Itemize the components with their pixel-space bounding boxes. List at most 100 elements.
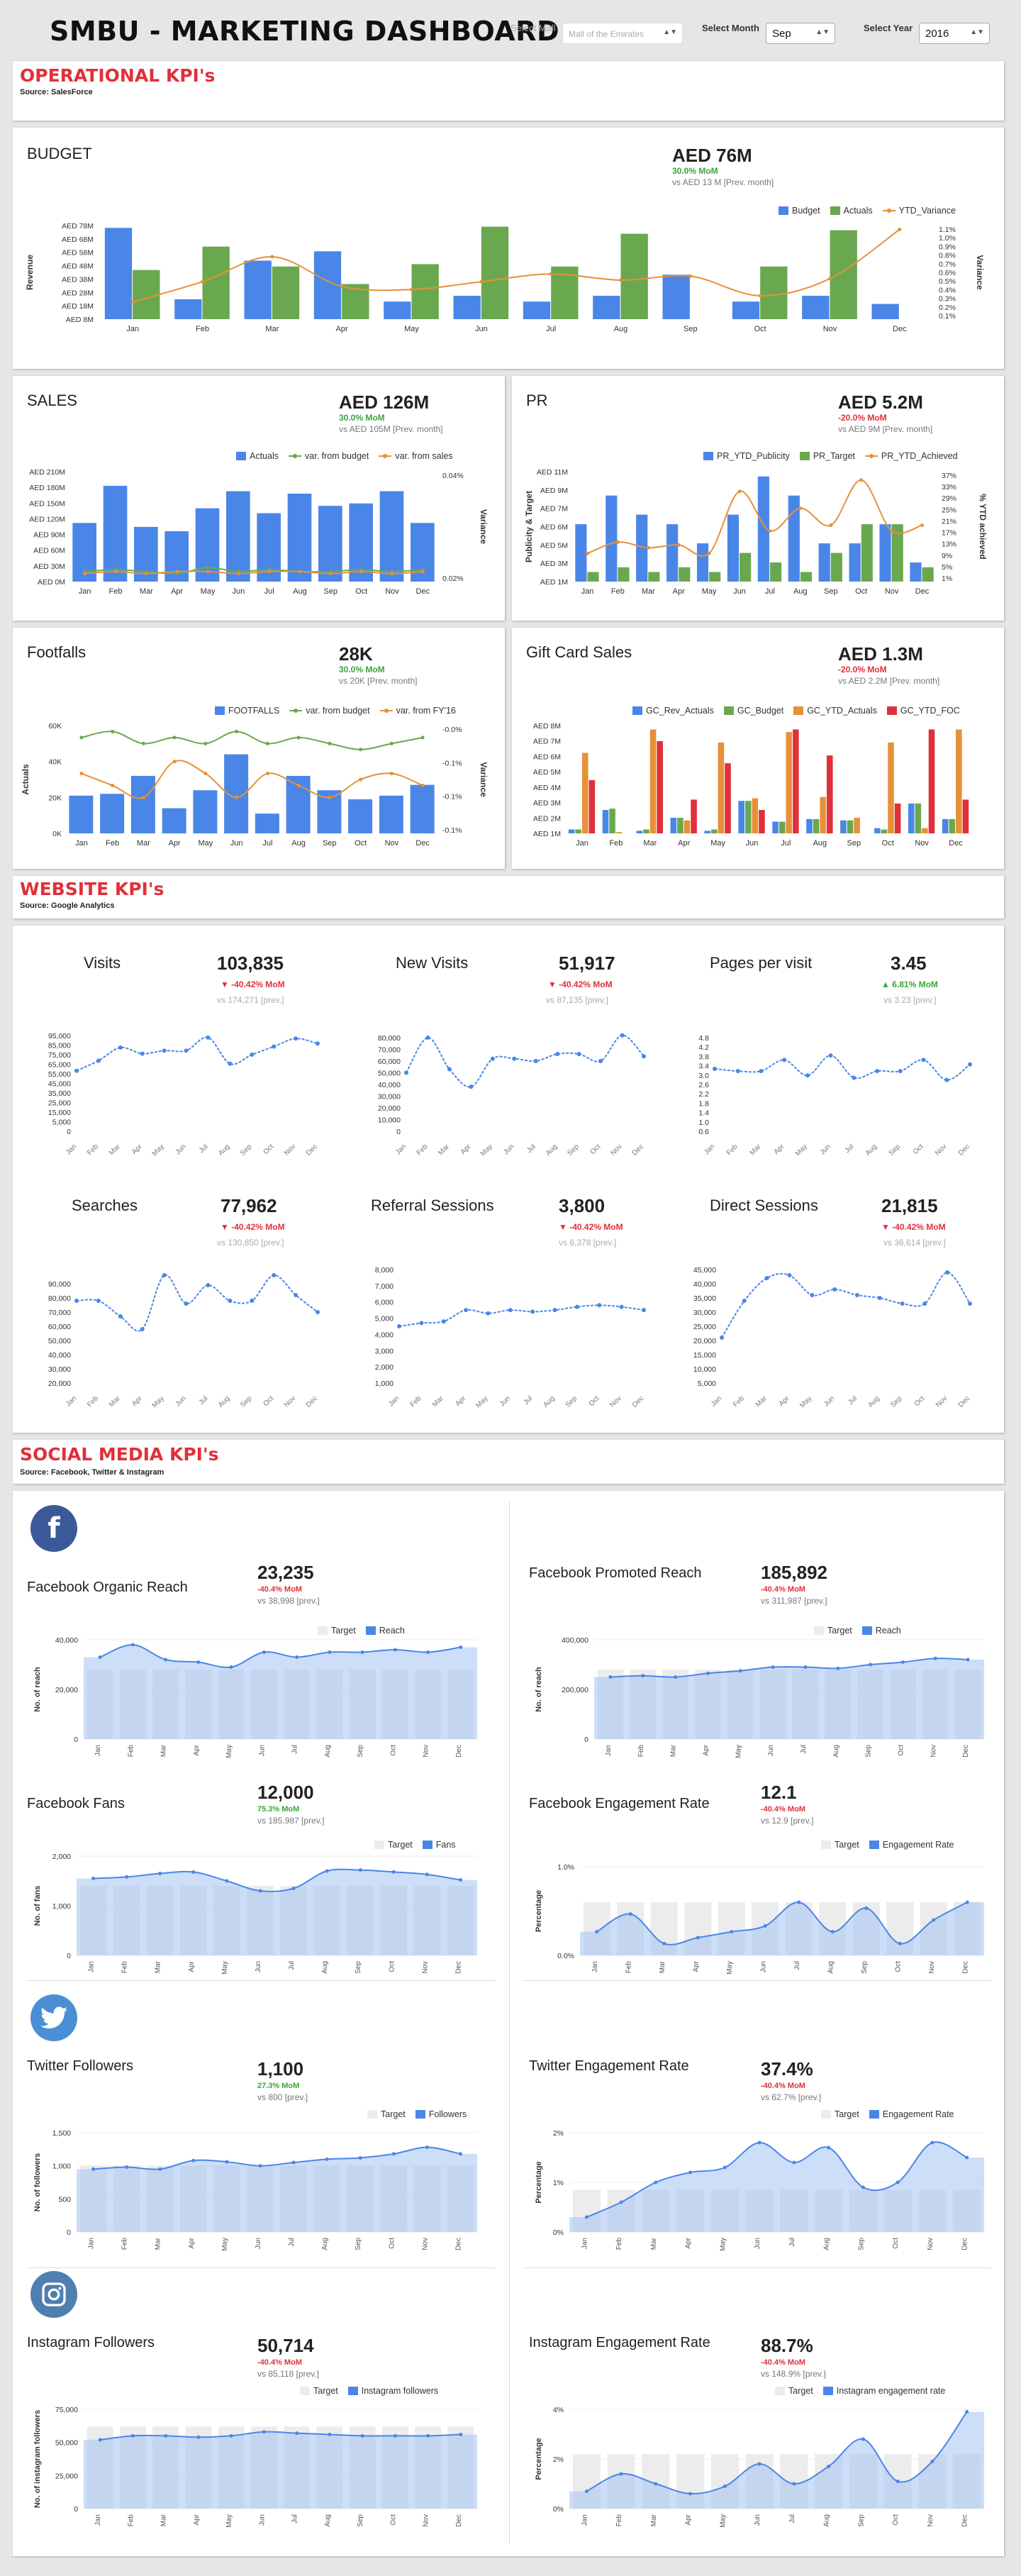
y-tick-label: AED 9M: [540, 487, 568, 495]
y-tick-label: 0: [74, 1736, 78, 1744]
legend-item: PR_YTD_Publicity: [703, 451, 790, 461]
y-tick-label: 15,000: [693, 1351, 716, 1360]
y-tick-label: 40,000: [55, 1636, 78, 1645]
legend-swatch: [318, 1626, 328, 1635]
y-tick-label: AED 1M: [540, 578, 568, 587]
fb_fans-value: 12,000: [257, 1782, 314, 1803]
x-tick-label: Sep: [824, 587, 838, 596]
bar-PR_Target: [800, 572, 813, 582]
newvisits-value: 51,917: [559, 953, 615, 974]
bar-Budget: [732, 301, 760, 319]
select-year-dropdown[interactable]: 2016 ▲▼: [919, 23, 990, 44]
legend-item: FOOTFALLS: [215, 706, 279, 716]
facebook-icon[interactable]: f: [30, 1505, 77, 1552]
y-tick-label: 3.8: [698, 1053, 709, 1061]
giftcard-vs: vs AED 2.2M [Prev. month]: [838, 676, 940, 686]
bar-GC_YTD_Actuals: [854, 818, 860, 833]
x-tick-label: Feb: [725, 1143, 740, 1157]
fb_prom-mom: -40.4% MoM: [761, 1585, 805, 1594]
point-YTD_Variance: [549, 272, 553, 276]
y2-tick-label: 0.04%: [442, 472, 464, 480]
x-tick-label: Aug: [866, 1394, 881, 1409]
series-point: [944, 1077, 949, 1082]
x-tick-label: May: [198, 839, 213, 848]
x-tick-label: Apr: [171, 587, 183, 596]
bar-GC_Rev_Actuals: [636, 831, 643, 833]
point-var. from budget: [111, 729, 115, 733]
point-var. from sales: [113, 570, 118, 574]
tw_fol-value: 1,100: [257, 2058, 304, 2080]
y-tick-label: 20,000: [378, 1104, 401, 1113]
tw_eng-vs: vs 62.7% [prev.]: [761, 2092, 822, 2102]
legend-item: Instagram engagement rate: [822, 2386, 946, 2396]
y-tick-label: 70,000: [378, 1046, 401, 1055]
y-tick-label: AED 28M: [62, 289, 94, 297]
series-point: [74, 1299, 79, 1303]
series-point: [184, 1301, 189, 1306]
legend-label: Target: [381, 2109, 406, 2119]
series-point: [688, 2170, 693, 2175]
y-tick-label: 0: [396, 1128, 401, 1136]
x-tick-label: Mar: [659, 1960, 666, 1973]
legend-label: Target: [788, 2386, 813, 2396]
sales-vs: vs AED 105M [Prev. month]: [339, 424, 443, 434]
x-tick-label: Sep: [888, 1143, 903, 1157]
twitter-icon[interactable]: [30, 1994, 77, 2041]
series-point: [425, 2145, 429, 2150]
legend-swatch: [289, 709, 303, 713]
y-tick-label: 5,000: [698, 1379, 716, 1388]
bar-Budget: [244, 260, 272, 319]
line-var. from sales: [84, 570, 423, 574]
y2-tick-label: 9%: [942, 552, 952, 560]
select-month-dropdown[interactable]: Sep ▲▼: [766, 23, 835, 44]
series-point: [641, 1674, 645, 1678]
bar-FOOTFALLS: [348, 799, 373, 833]
y-tick-label: 85,000: [48, 1042, 71, 1050]
series-point: [96, 1299, 101, 1303]
x-tick-label: Sep: [357, 2514, 364, 2527]
x-tick-label: Nov: [385, 587, 399, 596]
bar-Actuals: [287, 494, 312, 582]
series-point: [792, 2482, 796, 2486]
y-tick-label: 50,000: [55, 2439, 78, 2448]
legend-label: Instagram engagement rate: [836, 2386, 946, 2396]
tw_fol-mom: 27.3% MoM: [257, 2082, 300, 2090]
series-point: [555, 1052, 560, 1057]
x-tick-label: Sep: [564, 1394, 579, 1409]
legend-label: Target: [331, 1626, 356, 1636]
series-point: [792, 2160, 796, 2165]
bar-GC_YTD_FOC: [793, 729, 799, 833]
x-tick-label: Sep: [324, 587, 338, 596]
legend-item: Fans: [422, 1840, 456, 1850]
line-var. from budget: [81, 731, 423, 750]
legend-item: PR_Target: [799, 451, 855, 461]
sales-chart: AED 0M AED 30M AED 60M AED 90M AED 120M AED 1…: [29, 468, 489, 596]
bar-PR_YTD_Publicity: [879, 524, 891, 582]
series-point: [595, 1930, 599, 1934]
point-var. from FY'16: [296, 783, 301, 787]
series-point: [158, 1872, 162, 1875]
select-mall-dropdown[interactable]: Mall of the Emirates ▲▼: [562, 23, 683, 44]
bar-FOOTFALLS: [69, 795, 94, 833]
x-tick-label: Feb: [86, 1143, 100, 1157]
point-var. from budget: [296, 735, 301, 740]
x-tick-label: Dec: [631, 1394, 645, 1409]
x-tick-label: Apr: [678, 839, 690, 848]
bar-GC_YTD_FOC: [962, 799, 969, 833]
tw_eng-title: Twitter Engagement Rate: [529, 2058, 689, 2074]
x-tick-label: May: [151, 1143, 166, 1157]
direct-mom-text: -40.42% MoM: [892, 1222, 946, 1232]
y-axis-label: Revenue: [25, 255, 35, 290]
social-section-title: SOCIAL MEDIA KPI's: [20, 1444, 219, 1465]
series-point: [597, 1303, 602, 1308]
legend-item: Reach: [861, 1626, 901, 1636]
bar-Actuals: [760, 266, 788, 319]
x-tick-label: Jan: [79, 587, 91, 596]
legend-label: Reach: [379, 1626, 405, 1636]
series-point: [512, 1056, 517, 1061]
y-tick-label: 10,000: [378, 1116, 401, 1125]
x-tick-label: Sep: [857, 2238, 865, 2250]
pr-panel: PR AED 5.2M -20.0% MoM vs AED 9M [Prev. …: [512, 376, 1004, 621]
instagram-icon[interactable]: [30, 2271, 77, 2318]
point-var. from FY'16: [389, 772, 394, 776]
